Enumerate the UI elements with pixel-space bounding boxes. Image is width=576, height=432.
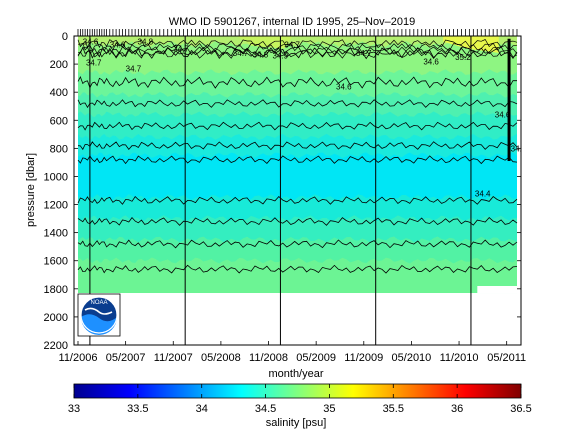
colorbar-tick-label: 33.5 [127,403,148,415]
x-tick-label: 11/2008 [249,352,288,364]
plot-area-frame [73,35,522,346]
contour-label: 34.9 [272,52,288,61]
contour-line [77,141,518,151]
x-tick-label: 05/2011 [487,352,526,364]
contour-line [77,239,518,249]
x-tick-label: 05/2009 [296,352,336,364]
y-tick-label: 600 [50,115,68,127]
colorbar-ticks: 33 33.5 34 34.5 35 35.5 36 36.5 [68,384,532,415]
y-tick-label: 1200 [44,200,68,212]
contour-label: 34.8 [138,38,154,47]
colorbar-tick-label: 35.5 [383,403,404,415]
contour-line [77,155,518,165]
contour-label: 34.2 [511,144,527,153]
y-tick-label: 1600 [44,256,68,268]
salinity-color-field [74,36,521,345]
year-boundary-lines [89,36,472,345]
contour-label: 34.7 [86,59,102,68]
contour-line [77,195,518,205]
noaa-logo-text: NOAA [90,300,107,306]
contour-line [77,121,518,131]
y-axis: 0 200 400 600 800 1000 1200 1400 1600 1800 2000 220… [44,31,521,352]
contour-label: 35.2 [455,53,471,62]
no-data-region [477,286,521,294]
contour-label: 34.6 [530,129,546,138]
contour-labels: 34.6 34.634.734.834.734.734.734.734.8 34.9… [83,38,546,199]
colorbar-tick-label: 36 [451,403,463,415]
y-tick-label: 1000 [44,171,68,183]
no-data-region [74,293,521,345]
contour-label: 34.6 [83,38,99,47]
salinity-contour-lines [77,38,518,274]
contour-line [77,216,518,226]
chart-title: WMO ID 5901267, internal ID 1995, 25–Nov… [169,16,415,28]
contour-label: 34.7 [126,64,142,73]
x-tick-label: 11/2010 [440,352,479,364]
colorbar [73,383,522,399]
contour-line [77,264,518,274]
y-tick-label: 800 [50,143,68,155]
contour-label: 34.6 [423,57,439,66]
contour-line [77,99,518,109]
colorbar-tick-label: 34.5 [255,403,276,415]
salinity-band [77,257,518,294]
contour-line [77,46,518,56]
colorbar-tick-label: 33 [68,403,80,415]
contour-label: 34.6 [336,83,352,92]
y-tick-label: 400 [50,87,68,99]
x-tick-label: 05/2008 [201,352,241,364]
contour-label: 34.7 [356,49,372,58]
contour-label: 34.6 [495,111,511,120]
contour-line [77,46,518,60]
no-data-region [74,36,78,345]
contour-label: 34.7 [173,45,189,54]
colorbar-tick-label: 36.5 [510,403,531,415]
x-tick-label: 11/2006 [59,352,98,364]
contour-line [77,49,518,59]
contour-line [77,76,518,89]
x-tick-label: 05/2010 [392,352,432,364]
y-tick-label: 1400 [44,228,68,240]
colorbar-label: salinity [psu] [266,417,327,429]
contour-label: 34.7 [233,49,249,58]
colorbar-tick-label: 34 [196,403,208,415]
y-tick-label: 200 [50,59,68,71]
contour-line [78,42,518,52]
y-tick-label: 1800 [44,284,68,296]
noaa-logo: NOAA [77,293,121,337]
x-tick-label: 05/2007 [106,352,146,364]
y-tick-label: 2000 [44,312,68,324]
y-axis-label: pressure [dbar] [25,153,37,227]
contour-label: 34.4 [475,189,491,198]
x-axis-label: month/year [268,368,323,380]
colorbar-tick-label: 35 [323,403,335,415]
contour-label: 34.6 [110,40,126,49]
float-cycle-ticks [77,29,518,36]
no-data-region [517,36,521,345]
contour-line [77,39,518,49]
contour-label: 34.7 [284,40,300,49]
x-axis: 11/2006 05/2007 11/2007 05/2008 11/2008 05/20… [59,341,526,364]
y-tick-label: 2200 [44,340,68,352]
y-tick-label: 0 [62,31,68,43]
high-salinity-patch [236,36,293,49]
x-tick-label: 11/2009 [344,352,383,364]
contour-label: 34.8 [253,50,269,59]
x-tick-label: 11/2007 [154,352,193,364]
